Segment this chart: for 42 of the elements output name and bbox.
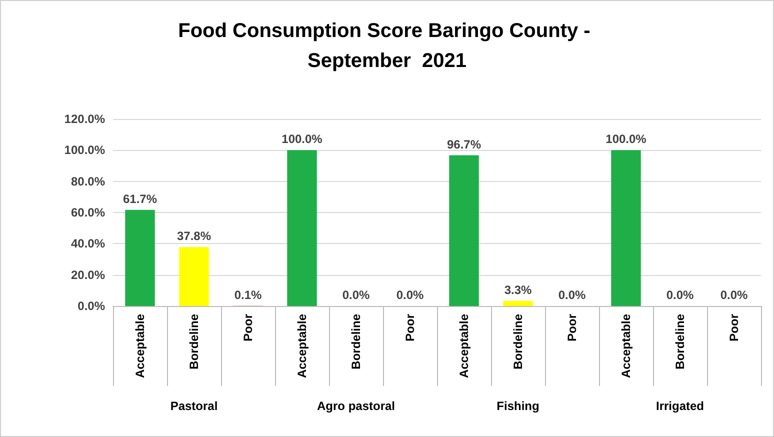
data-label: 0.0% <box>558 288 586 302</box>
data-label: 0.0% <box>396 288 424 302</box>
data-label: 100.0% <box>606 132 647 146</box>
bar <box>611 150 641 306</box>
bar <box>125 210 155 306</box>
y-tick-label: 40.0% <box>70 236 106 251</box>
data-label: 37.8% <box>176 229 212 244</box>
y-tick-label: 80.0% <box>70 174 106 188</box>
data-label: 0.0% <box>720 288 748 302</box>
text: Pastoral <box>170 399 218 413</box>
data-label: 100.0% <box>282 132 323 146</box>
x-tick-label: Acceptable <box>457 314 471 378</box>
y-tick-label: 0.0% <box>78 299 106 313</box>
text: Irrigated <box>656 399 704 413</box>
x-tick-label: Acceptable <box>619 314 633 378</box>
chart-title: Food Consumption Score Baringo County - September 2021 <box>178 20 596 72</box>
x-tick-label: Bordeline <box>673 314 687 370</box>
data-label: 0.1% <box>234 288 262 302</box>
x-tick-label: Acceptable <box>295 314 309 378</box>
x-tick-label: Poor <box>727 314 741 342</box>
bar <box>287 150 317 306</box>
y-tick-label: 120.0% <box>64 112 106 126</box>
x-tick-label: Poor <box>565 314 579 342</box>
bar <box>449 155 479 306</box>
text: Agro pastoral <box>316 399 396 413</box>
data-label: 61.7% <box>122 192 158 206</box>
bar <box>179 247 209 306</box>
x-tick-label: Bordeline <box>187 314 201 370</box>
text: Fishing <box>496 399 540 413</box>
data-label: 96.7% <box>446 137 482 152</box>
y-tick-label: 60.0% <box>70 206 106 220</box>
x-tick-label: Poor <box>403 314 417 342</box>
bar <box>503 300 533 306</box>
y-tick-label: 20.0% <box>70 268 106 282</box>
data-label: 3.3% <box>504 282 532 297</box>
x-tick-label: Bordeline <box>511 314 525 370</box>
x-tick-label: Bordeline <box>349 314 363 370</box>
data-label: 0.0% <box>666 288 694 302</box>
y-tick-label: 100.0% <box>64 143 106 158</box>
x-tick-label: Acceptable <box>133 314 147 378</box>
data-label: 0.0% <box>342 288 370 302</box>
x-tick-label: Poor <box>241 314 255 342</box>
